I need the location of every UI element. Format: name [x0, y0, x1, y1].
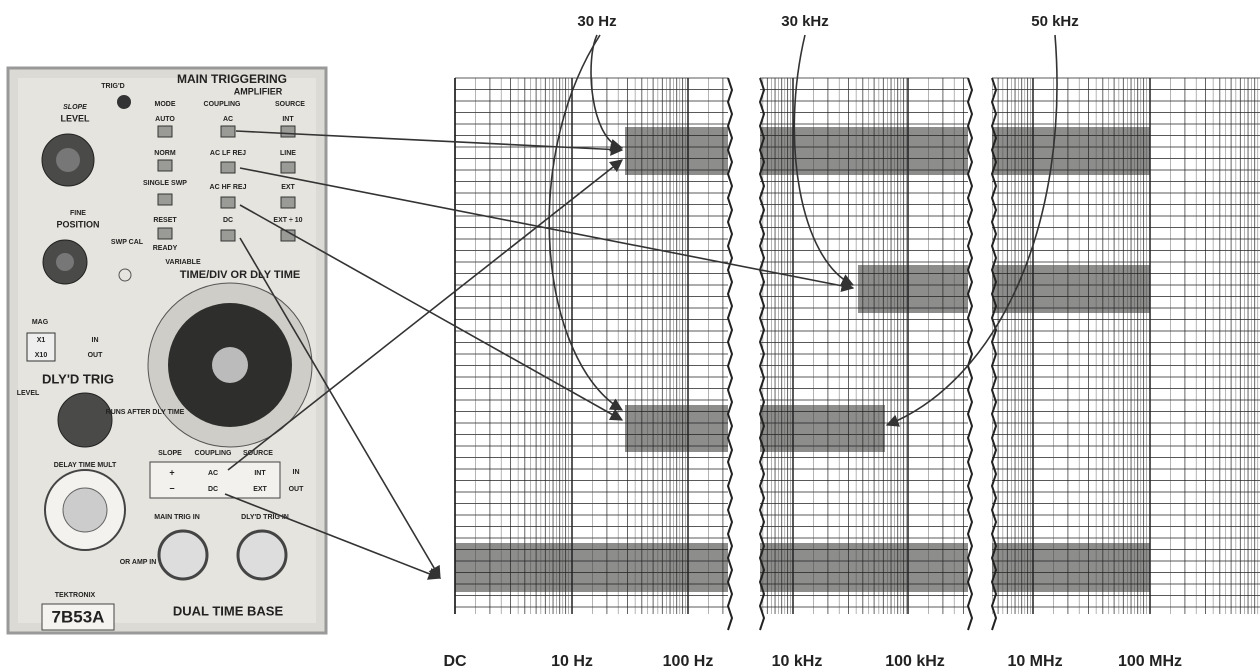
- button[interactable]: [280, 196, 296, 209]
- button[interactable]: [220, 125, 236, 138]
- label: DELAY TIME MULT: [54, 462, 117, 469]
- label: SWP CAL: [111, 239, 144, 246]
- label: MAG: [32, 319, 49, 326]
- button-label: AC HF REJ: [210, 184, 247, 191]
- option: X1: [37, 337, 46, 344]
- button-label: EXT: [281, 184, 295, 191]
- label: COUPLING: [204, 101, 242, 108]
- axis-label: 100 kHz: [885, 653, 945, 670]
- front-panel: TRIG'D MAIN TRIGGERING AMPLIFIER SLOPE L…: [6, 66, 328, 635]
- axis-label: 10 kHz: [772, 653, 823, 670]
- button[interactable]: [220, 196, 236, 209]
- frequency-label: 30 kHz: [781, 13, 829, 30]
- button[interactable]: [280, 161, 296, 174]
- label: LEVEL: [17, 390, 40, 397]
- label: DUAL TIME BASE: [173, 603, 284, 618]
- label: TRIG'D: [101, 83, 124, 90]
- label: LEVEL: [60, 113, 90, 123]
- label: MAIN TRIG IN: [154, 514, 200, 521]
- passband: [760, 127, 968, 175]
- button-label: EXT ÷ 10: [273, 217, 302, 224]
- label: DLY'D TRIG: [42, 371, 114, 386]
- option: −: [169, 483, 174, 493]
- button-label: LINE: [280, 150, 296, 157]
- button-label: AUTO: [155, 116, 175, 123]
- label: TIME/DIV OR DLY TIME: [180, 269, 300, 281]
- label: READY: [153, 245, 178, 252]
- label: OUT: [88, 352, 104, 359]
- passband: [858, 265, 968, 313]
- label: MAIN TRIGGERING: [177, 72, 287, 86]
- label: DLY'D TRIG IN: [241, 514, 289, 521]
- button-label: AC: [223, 116, 233, 123]
- button[interactable]: [157, 227, 173, 240]
- button-label: INT: [282, 116, 294, 123]
- label: FINE: [70, 210, 86, 217]
- axis-label: 100 MHz: [1118, 653, 1182, 670]
- label: COUPLING: [195, 450, 233, 457]
- button-label: DC: [223, 217, 233, 224]
- passband: [992, 127, 1150, 175]
- option: EXT: [253, 486, 267, 493]
- button-label: AC LF REJ: [210, 150, 246, 157]
- passband: [992, 543, 1150, 592]
- label: OR AMP IN: [120, 559, 157, 566]
- break-edge: [758, 77, 766, 631]
- break-edge: [990, 77, 998, 631]
- passband: [455, 543, 728, 592]
- label: SLOPE: [63, 104, 87, 111]
- label: SOURCE: [275, 101, 305, 108]
- button[interactable]: [157, 193, 173, 206]
- option: DC: [208, 486, 218, 493]
- label: SLOPE: [158, 450, 182, 457]
- button[interactable]: [157, 159, 173, 172]
- button-label: RESET: [153, 217, 177, 224]
- axis-label: DC: [443, 653, 467, 670]
- label: VARIABLE: [165, 259, 201, 266]
- button[interactable]: [220, 161, 236, 174]
- label: IN: [92, 337, 99, 344]
- label: SOURCE: [243, 450, 273, 457]
- option: X10: [35, 352, 48, 359]
- button-label: SINGLE SWP: [143, 180, 187, 187]
- button[interactable]: [157, 125, 173, 138]
- label: AMPLIFIER: [234, 86, 283, 96]
- axis-label: 100 Hz: [663, 653, 714, 670]
- label: RUNS AFTER DLY TIME: [106, 409, 185, 416]
- passband: [760, 543, 968, 592]
- frequency-label: 50 kHz: [1031, 13, 1079, 30]
- option: AC: [208, 470, 218, 477]
- axis-label: 10 Hz: [551, 653, 593, 670]
- label: 7B53A: [52, 607, 105, 626]
- option: INT: [254, 470, 266, 477]
- label: POSITION: [56, 219, 99, 229]
- label: MODE: [155, 101, 176, 108]
- arrows: [224, 34, 1058, 580]
- label: IN: [293, 469, 300, 476]
- option: +: [169, 467, 174, 477]
- passband: [760, 405, 885, 452]
- axis-label: 10 MHz: [1007, 653, 1062, 670]
- button[interactable]: [220, 229, 236, 242]
- frequency-label: 30 Hz: [577, 13, 616, 30]
- break-edge: [966, 77, 974, 631]
- label: OUT: [289, 486, 305, 493]
- break-edge: [726, 77, 734, 631]
- label: TEKTRONIX: [55, 592, 96, 599]
- button[interactable]: [280, 125, 296, 138]
- button-label: NORM: [154, 150, 176, 157]
